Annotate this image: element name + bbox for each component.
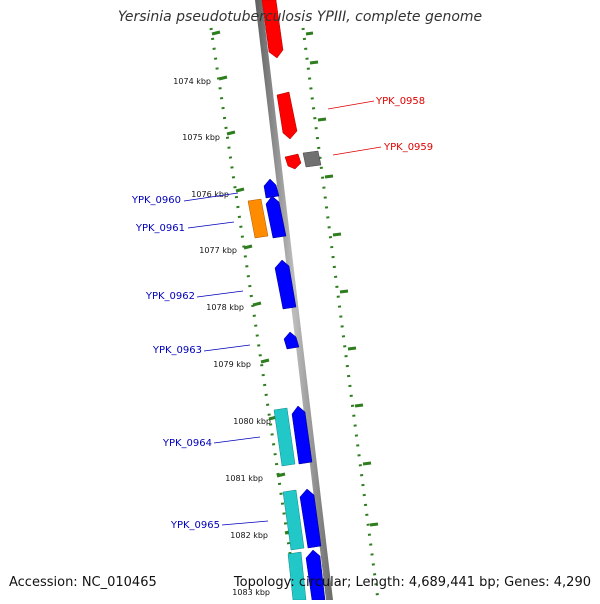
genome-summary: Topology: circular; Length: 4,689,441 bp… [233,575,591,590]
kbp-label: 1074 kbp [173,77,211,86]
gene-feature-ypk0961-orange[interactable] [247,198,269,239]
reverse-strand-genes[interactable] [247,178,326,601]
gene-feature-ypk0964[interactable] [291,405,313,465]
gene-feature-ypk0964-cyan[interactable] [273,407,296,467]
gene-label-ypk0963[interactable]: YPK_0963 [152,345,202,356]
gene-feature-ypk0965-cyan[interactable] [282,489,305,551]
gene-label-ypk0962[interactable]: YPK_0962 [145,291,195,302]
right-tick-ruler [301,27,380,601]
kbp-label: 1081 kbp [225,474,263,483]
gene-feature-ypk0963[interactable] [283,331,300,350]
gene-label-ypk0964[interactable]: YPK_0964 [162,438,212,449]
gene-label-ypk0958[interactable]: YPK_0958 [375,96,425,107]
kbp-label: 1075 kbp [182,133,220,142]
kbp-labels: 1074 kbp 1075 kbp 1076 kbp 1077 kbp 1078… [173,77,271,597]
gene-feature[interactable] [305,549,326,601]
kbp-label: 1076 kbp [191,190,229,199]
gene-feature-ypk0958b[interactable] [284,153,302,170]
gene-label-ypk0959[interactable]: YPK_0959 [383,142,433,153]
gene-feature-ypk0959[interactable] [302,150,322,168]
gene-feature[interactable] [261,0,284,59]
kbp-label: 1078 kbp [206,303,244,312]
kbp-label: 1082 kbp [230,531,268,540]
right-major-ticks [305,31,379,527]
forward-strand-genes[interactable] [261,0,322,170]
gene-feature-ypk0960[interactable] [263,178,280,199]
kbp-label: 1083 kbp [232,588,270,597]
accession-text: Accession: NC_010465 [9,575,157,590]
gene-labels[interactable]: YPK_0958 YPK_0959 YPK_0960 YPK_0961 YPK_… [131,96,433,531]
gene-label-ypk0961[interactable]: YPK_0961 [135,223,185,234]
gene-label-ypk0960[interactable]: YPK_0960 [131,195,181,206]
gene-feature-ypk0958[interactable] [276,91,298,140]
label-leaders [183,100,382,526]
kbp-label: 1077 kbp [199,246,237,255]
kbp-label: 1080 kbp [233,417,271,426]
genome-title: Yersinia pseudotuberculosis YPIII, compl… [117,9,483,25]
gene-feature-ypk0965[interactable] [299,488,322,549]
kbp-label: 1079 kbp [213,360,251,369]
gene-label-ypk0965[interactable]: YPK_0965 [170,520,220,531]
gene-feature-ypk0961[interactable] [265,195,287,239]
gene-feature-ypk0962[interactable] [274,259,297,310]
